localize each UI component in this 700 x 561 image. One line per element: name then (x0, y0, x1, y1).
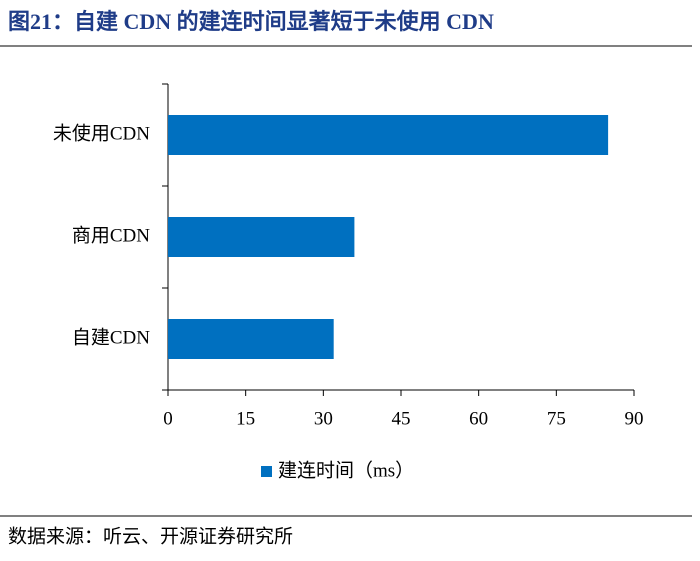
y-tick-label: 自建CDN (72, 326, 150, 348)
y-tick-label: 商用CDN (72, 224, 150, 246)
x-tick-label: 60 (469, 408, 488, 429)
bar (168, 115, 609, 155)
source: 数据来源：听云、开源证券研究所 (8, 525, 293, 547)
y-tick-label: 未使用CDN (53, 122, 150, 144)
legend-label: 建连时间（ms） (278, 459, 414, 481)
x-tick-label: 75 (547, 408, 566, 429)
x-tick-label: 15 (236, 408, 255, 429)
x-tick-label: 30 (314, 408, 333, 429)
bar (168, 319, 334, 359)
bar (168, 217, 355, 257)
x-tick-label: 90 (625, 408, 644, 429)
legend-swatch (261, 466, 272, 477)
x-tick-label: 0 (163, 408, 173, 429)
chart-title: 图21：自建 CDN 的建连时间显著短于未使用 CDN (8, 9, 494, 34)
x-tick-label: 45 (392, 408, 411, 429)
